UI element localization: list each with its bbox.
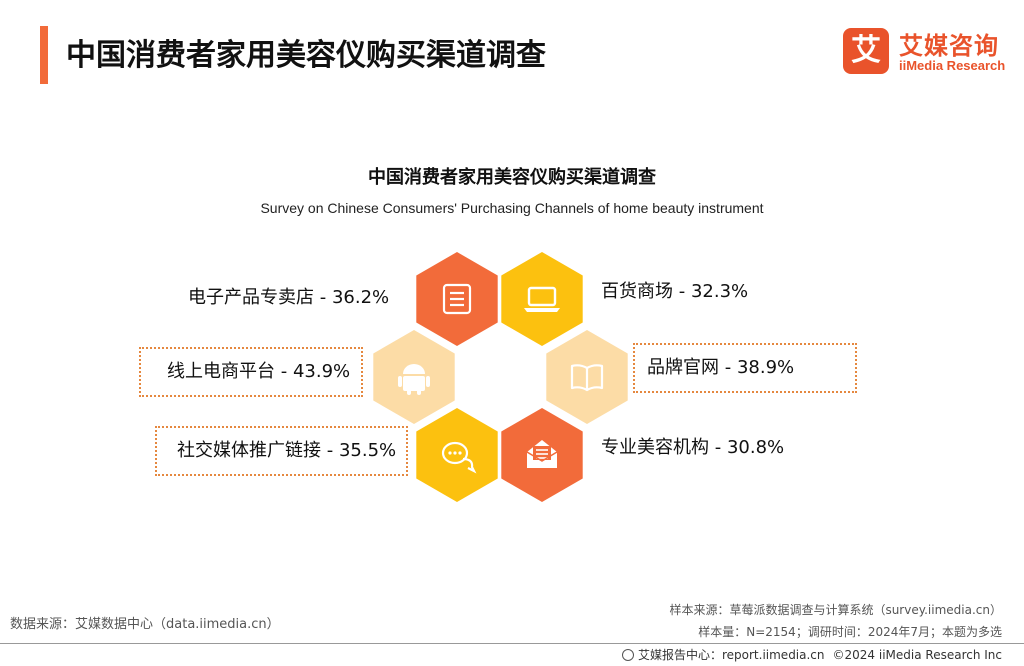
label-brand-website: 品牌官网 - 38.9% — [633, 343, 857, 393]
report-center-link[interactable]: 艾媒报告中心：report.iimedia.cn — [637, 648, 825, 662]
hexagon-4 — [546, 330, 628, 424]
label-department-store: 百货商场 - 32.3% — [601, 281, 749, 302]
hexagon-3 — [373, 330, 455, 424]
footer-divider — [0, 643, 1024, 644]
data-source: 数据来源：艾媒数据中心（data.iimedia.cn） — [10, 617, 280, 632]
label-electronics-store: 电子产品专卖店 - 36.2% — [188, 287, 390, 308]
list-icon — [442, 283, 472, 315]
footer: 艾媒报告中心：report.iimedia.cn ©2024 iiMedia Re… — [614, 646, 1002, 663]
title-accent-bar — [40, 26, 48, 84]
logo-en-text: iiMedia Research — [899, 58, 1006, 73]
hexagon-shape-2 — [501, 252, 583, 346]
chart-title: 中国消费者家用美容仪购买渠道调查 — [368, 167, 656, 188]
laptop-icon — [524, 286, 560, 312]
label-beauty-institution: 专业美容机构 - 30.8% — [601, 437, 785, 458]
book-icon — [570, 364, 604, 392]
hexagon-5 — [416, 408, 498, 502]
logo-cn-text: 艾媒咨询 — [899, 32, 999, 60]
chart-subtitle: Survey on Chinese Consumers' Purchasing … — [260, 200, 764, 216]
label-social-media-links: 社交媒体推广链接 - 35.5% — [155, 426, 408, 476]
page-title: 中国消费者家用美容仪购买渠道调查 — [66, 38, 546, 73]
copyright: ©2024 iiMedia Research Inc — [832, 648, 1002, 662]
sample-source: 样本来源：草莓派数据调查与计算系统（survey.iimedia.cn） — [669, 603, 1002, 617]
label-online-ecommerce: 线上电商平台 - 43.9% — [139, 347, 363, 397]
hexagon-6 — [501, 408, 583, 502]
mail-icon — [526, 440, 558, 468]
iimedia-logo: 艾 艾媒咨询 iiMedia Research — [843, 24, 1013, 80]
logo-mark: 艾 — [843, 28, 889, 74]
hexagon-1 — [416, 252, 498, 346]
hexagon-2 — [501, 252, 583, 346]
chat-icon — [441, 441, 477, 474]
sample-info: 样本量：N=2154；调研时间：2024年7月；本题为多选 — [698, 625, 1002, 639]
globe-icon — [621, 649, 634, 661]
hexagon-shape-5 — [416, 408, 498, 502]
android-icon — [398, 364, 430, 395]
